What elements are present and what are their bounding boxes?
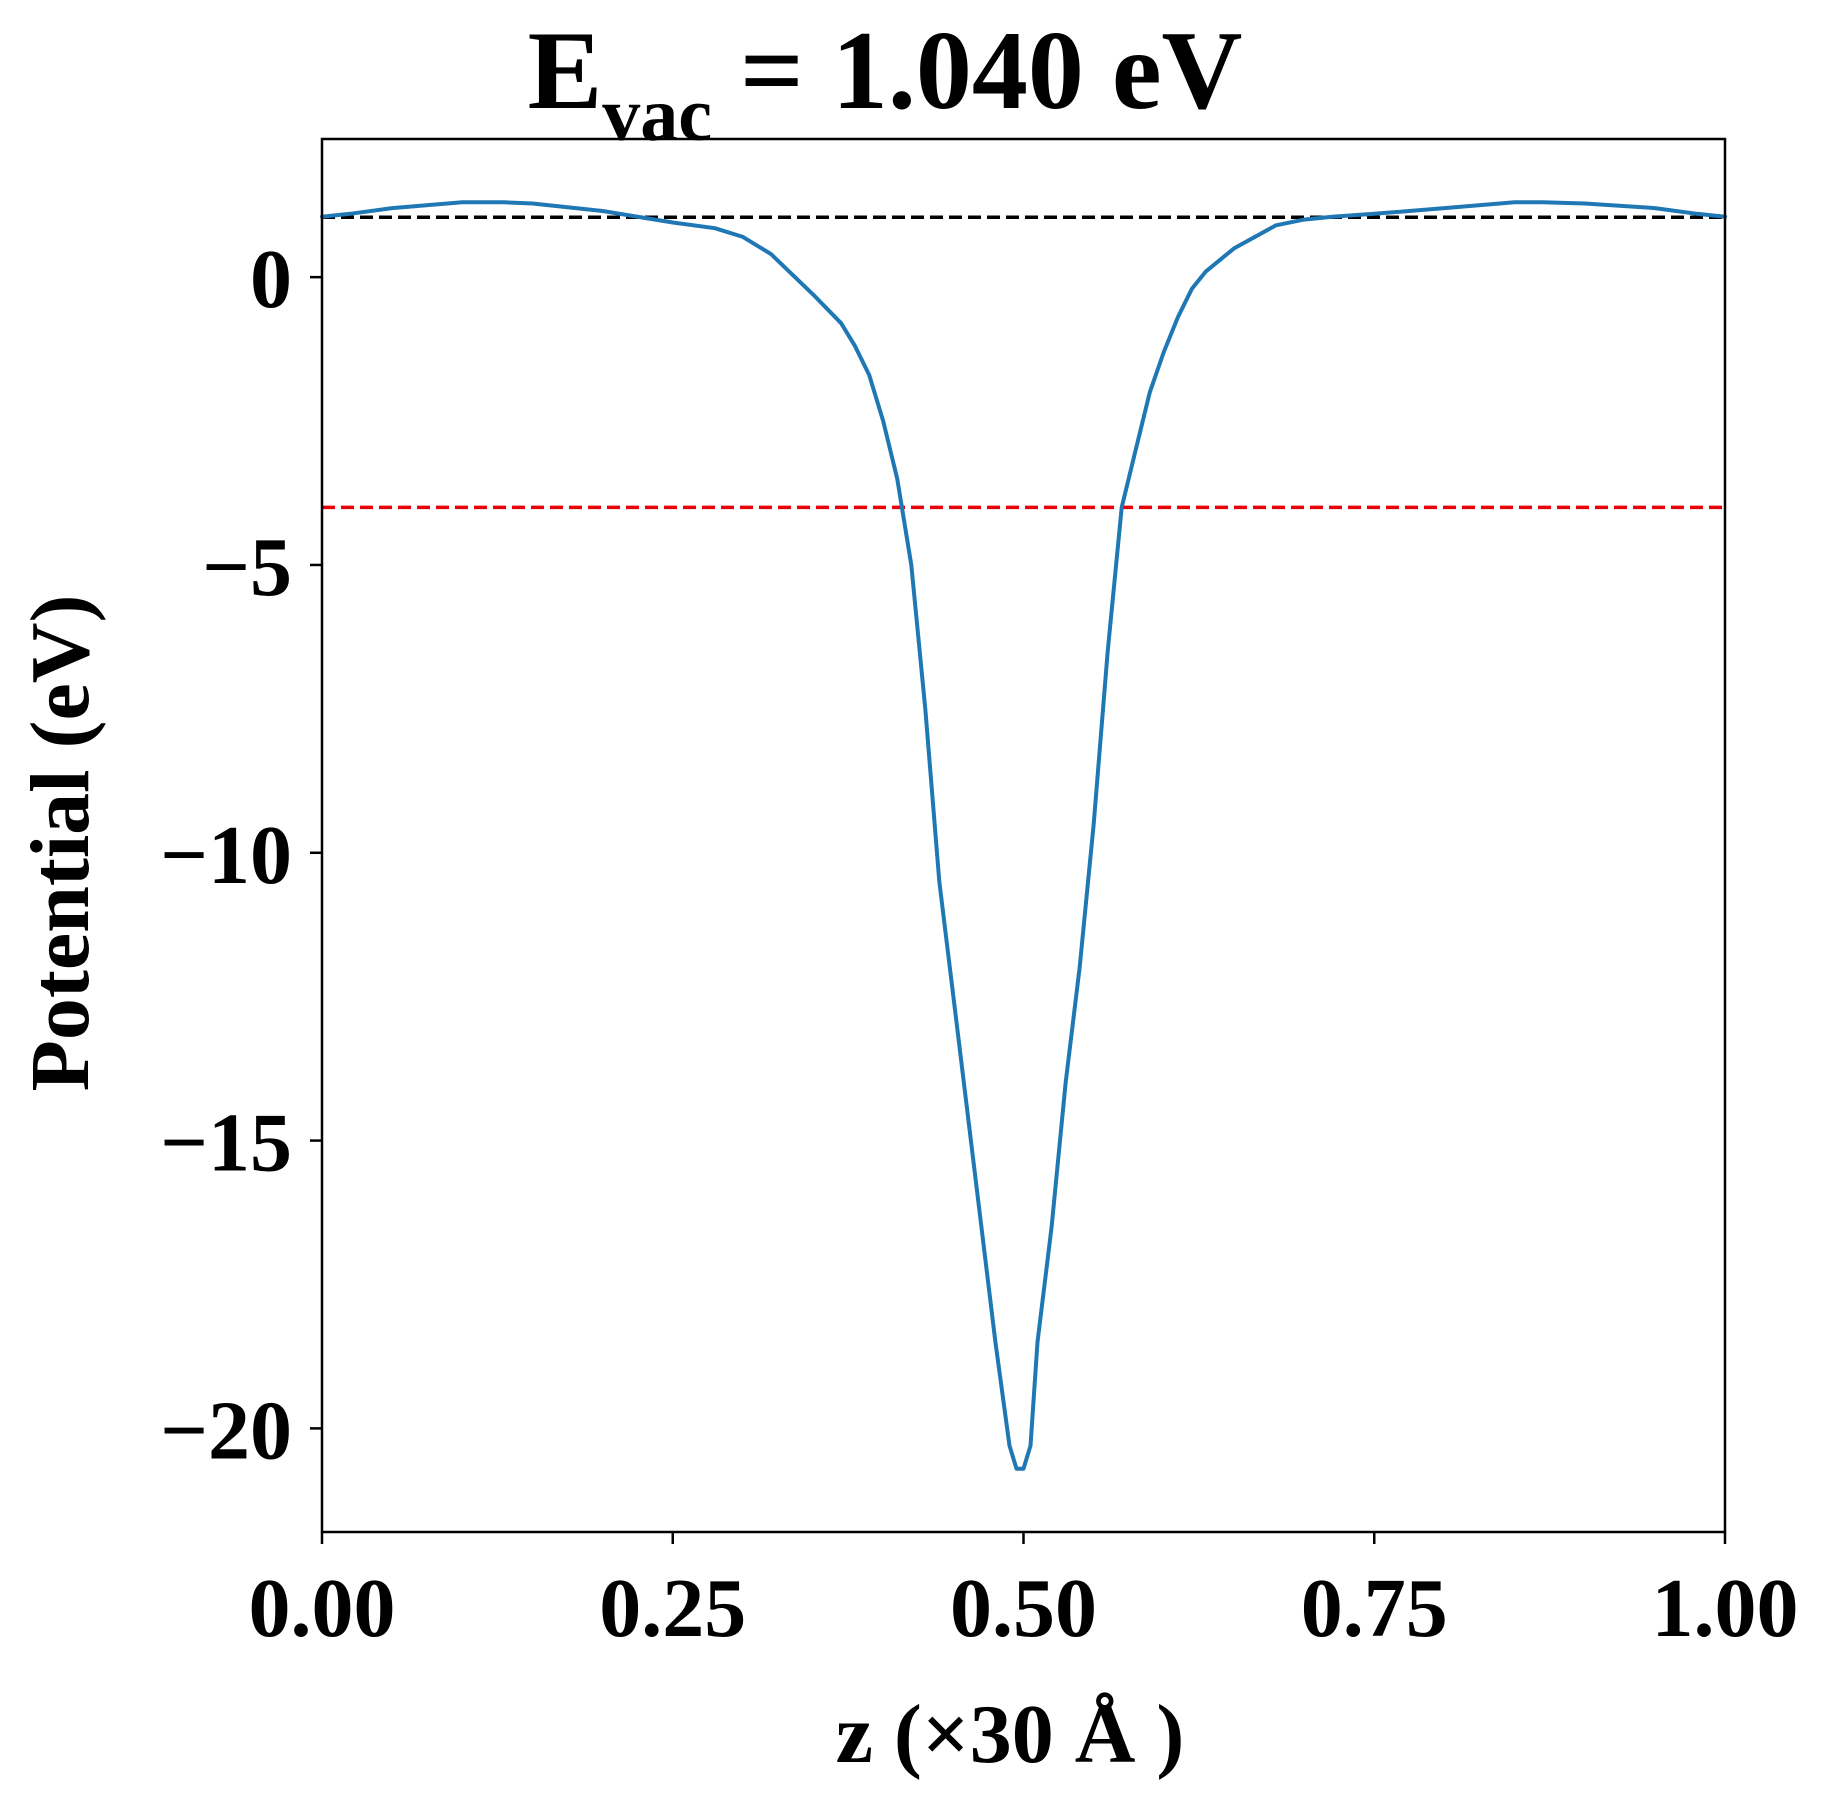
series-layer xyxy=(320,200,1727,1471)
y-tick-label: −10 xyxy=(160,809,292,902)
x-tick-label: 0.00 xyxy=(249,1562,396,1655)
x-tick-label: 0.25 xyxy=(599,1562,746,1655)
plot-frame xyxy=(320,137,1727,1534)
x-axis: 0.00 0.25 0.50 0.75 1.00 xyxy=(249,1532,1799,1655)
chart-title: Evac = 1.040 eV xyxy=(528,9,1243,157)
series-line-0 xyxy=(320,200,1727,1471)
x-tick-label: 1.00 xyxy=(1652,1562,1799,1655)
x-tick-label: 0.75 xyxy=(1301,1562,1448,1655)
reference-lines xyxy=(322,215,1725,510)
y-axis: 0 −5 −10 −15 −20 xyxy=(160,233,322,1477)
y-tick-label: 0 xyxy=(250,233,292,326)
x-tick-label: 0.50 xyxy=(950,1562,1097,1655)
title-main: E xyxy=(528,9,603,133)
x-axis-label: z (×30 Å ) xyxy=(836,1688,1185,1781)
title-subscript: vac xyxy=(602,73,712,157)
y-tick-label: −20 xyxy=(160,1384,292,1477)
y-tick-label: −5 xyxy=(202,521,292,614)
y-axis-label: Potential (eV) xyxy=(14,595,107,1092)
title-rest: = 1.040 eV xyxy=(712,9,1242,133)
y-tick-label: −15 xyxy=(160,1097,292,1190)
